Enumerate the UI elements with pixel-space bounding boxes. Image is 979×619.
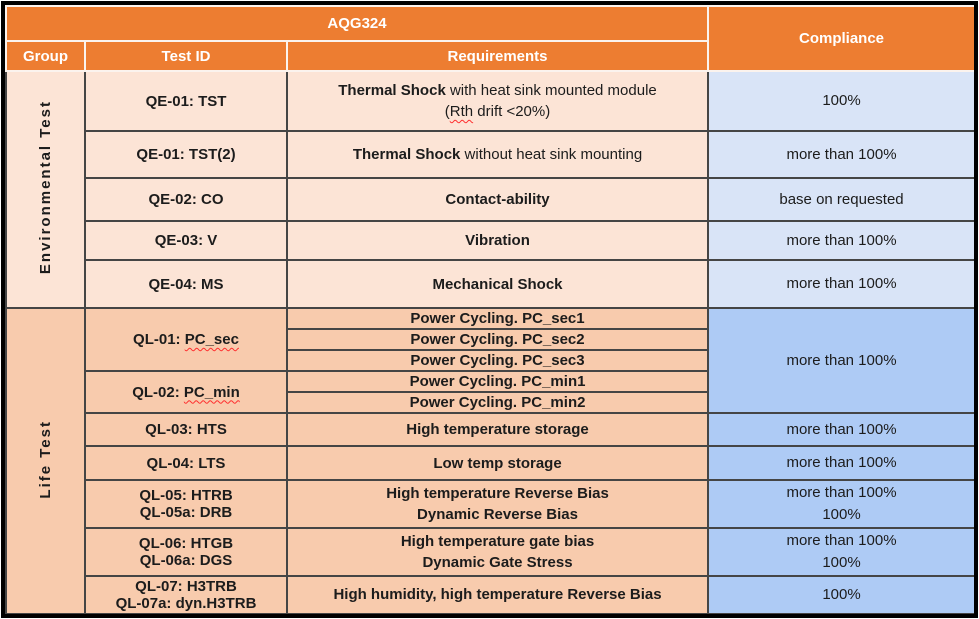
group-cell-life-test: Life Test [5, 307, 86, 614]
column-header-requirements: Requirements [285, 40, 710, 72]
misspelled-term-pc-min: PC_min [183, 383, 240, 401]
requirements-cell-ql07-h3trb: High humidity, high temperature Reverse … [285, 574, 710, 614]
misspelled-term-rth: Rth [449, 103, 474, 120]
requirement-line2-open: ( [444, 103, 450, 120]
requirement-line1: High temperature Reverse Bias [386, 484, 609, 502]
test-id-cell-ql02-pc-min: QL-02: PC_min [84, 370, 288, 414]
requirements-cell-pc-min2: Power Cycling. PC_min2 [285, 391, 710, 414]
test-id-line1: QL-07: H3TRB [135, 577, 237, 595]
test-id-cell-qe01-tst: QE-01: TST [84, 70, 288, 132]
requirement-text: without heat sink mounting [460, 146, 643, 163]
compliance-cell-qe03-v: more than 100% [707, 220, 974, 261]
requirements-cell-qe01-tst: Thermal Shock with heat sink mounted mod… [285, 70, 710, 132]
test-id-line1: QL-05: HTRB [139, 486, 233, 504]
test-id-cell-qe03-v: QE-03: V [84, 220, 288, 261]
requirement-line2: Dynamic Reverse Bias [417, 505, 578, 523]
requirements-cell-pc-sec2: Power Cycling. PC_sec2 [285, 328, 710, 351]
compliance-line2: 100% [822, 553, 861, 571]
requirements-cell-ql05-htrb: High temperature Reverse Bias Dynamic Rev… [285, 479, 710, 529]
column-header-compliance: Compliance [707, 5, 974, 72]
test-id-cell-qe02-co: QE-02: CO [84, 177, 288, 222]
compliance-cell-ql06-htgb: more than 100% 100% [707, 526, 974, 577]
test-id-line2: QL-07a: dyn.H3TRB [115, 594, 257, 612]
requirements-cell-qe04-ms: Mechanical Shock [285, 259, 710, 309]
column-header-group: Group [5, 40, 86, 72]
test-id-cell-qe04-ms: QE-04: MS [84, 259, 288, 309]
test-id-cell-ql06-htgb: QL-06: HTGB QL-06a: DGS [84, 526, 288, 577]
group-cell-environmental-test: Environmental Test [5, 70, 86, 309]
requirement-line2: Dynamic Gate Stress [422, 553, 573, 571]
table-title-aqg324: AQG324 [5, 5, 710, 42]
requirements-cell-ql04-lts: Low temp storage [285, 445, 710, 481]
test-id-cell-ql03-hts: QL-03: HTS [84, 412, 288, 447]
compliance-cell-ql03-hts: more than 100% [707, 412, 974, 447]
test-id-cell-qe01-tst2: QE-01: TST(2) [84, 130, 288, 179]
test-id-line2: QL-06a: DGS [139, 551, 233, 569]
column-header-test-id: Test ID [84, 40, 288, 72]
compliance-line1: more than 100% [786, 484, 897, 501]
requirements-cell-ql06-htgb: High temperature gate bias Dynamic Gate S… [285, 526, 710, 577]
requirements-cell-pc-min1: Power Cycling. PC_min1 [285, 370, 710, 393]
compliance-line1: more than 100% [786, 531, 897, 549]
group-label-environmental: Environmental Test [37, 100, 54, 275]
requirements-cell-qe01-tst2: Thermal Shock without heat sink mounting [285, 130, 710, 179]
requirement-bold-term: Thermal Shock [338, 82, 446, 99]
requirement-line2-rest: drift <20%) [473, 103, 551, 120]
compliance-cell-qe01-tst: 100% [707, 70, 974, 132]
requirements-cell-qe02-co: Contact-ability [285, 177, 710, 222]
test-id-prefix: QL-02: [132, 383, 184, 401]
misspelled-term-pc-sec: PC_sec [184, 331, 239, 348]
group-label-life: Life Test [37, 419, 54, 499]
test-id-cell-ql05-htrb: QL-05: HTRB QL-05a: DRB [84, 479, 288, 529]
test-id-cell-ql04-lts: QL-04: LTS [84, 445, 288, 481]
requirements-cell-pc-sec3: Power Cycling. PC_sec3 [285, 349, 710, 372]
compliance-cell-ql05-htrb: more than 100% 100% [707, 479, 974, 529]
test-id-cell-ql01-pc-sec: QL-01: PC_sec [84, 307, 288, 372]
requirements-cell-ql03-hts: High temperature storage [285, 412, 710, 447]
compliance-line2: 100% [822, 505, 861, 523]
aqg324-compliance-table: AQG324 Compliance Group Test ID Requirem… [5, 5, 974, 614]
compliance-cell-qe04-ms: more than 100% [707, 259, 974, 309]
test-id-line2: QL-05a: DRB [139, 503, 233, 521]
compliance-cell-ql07-h3trb: 100% [707, 574, 974, 614]
requirement-bold-term: Thermal Shock [352, 146, 461, 163]
test-id-line1: QL-06: HTGB [138, 534, 234, 552]
compliance-cell-ql04-lts: more than 100% [707, 445, 974, 481]
requirements-cell-qe03-v: Vibration [285, 220, 710, 261]
requirement-line1: High temperature gate bias [400, 532, 595, 550]
test-id-prefix: QL-01: [133, 331, 185, 348]
compliance-cell-qe02-co: base on requested [707, 177, 974, 222]
test-id-cell-ql07-h3trb: QL-07: H3TRB QL-07a: dyn.H3TRB [84, 574, 288, 614]
compliance-cell-qe01-tst2: more than 100% [707, 130, 974, 179]
requirements-cell-pc-sec1: Power Cycling. PC_sec1 [285, 307, 710, 330]
compliance-cell-power-cycling: more than 100% [707, 307, 974, 414]
requirement-text: with heat sink mounted module [445, 82, 657, 99]
